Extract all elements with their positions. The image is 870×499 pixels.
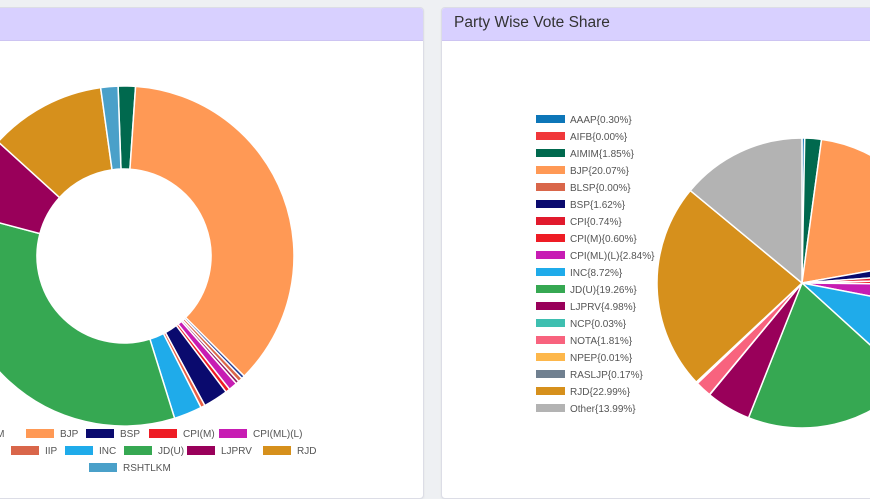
legend-label-inc[interactable]: INC xyxy=(99,446,116,457)
legend-swatch-rasljp[interactable] xyxy=(536,370,565,378)
legend-label-rasljp[interactable]: RASLJP{0.17%} xyxy=(570,370,643,381)
legend-swatch-cpi-ml-l[interactable] xyxy=(536,251,565,259)
doughnut-slice-rshtlkm[interactable] xyxy=(99,85,122,171)
legend-label-aimim[interactable]: AIMIM{1.85%} xyxy=(570,149,635,160)
doughnut-slice-jd-u[interactable] xyxy=(0,212,176,427)
legend-label-cpi-ml-l[interactable]: CPI(ML)(L){2.84%} xyxy=(570,251,655,262)
doughnut-chart: MIM BJP BSP CPI(M) CPI(ML)(L) IIP INC JD(U) LJPR… xyxy=(0,85,316,474)
legend-label-aifb[interactable]: AIFB{0.00%} xyxy=(570,132,628,143)
legend-swatch-ncp[interactable] xyxy=(536,319,565,327)
legend-swatch-rjd[interactable] xyxy=(536,387,565,395)
legend-label-aaap[interactable]: AAAP{0.30%} xyxy=(570,115,632,126)
legend-swatch-inc[interactable] xyxy=(65,446,93,455)
legend-swatch-blsp[interactable] xyxy=(536,183,565,191)
legend-swatch-aifb[interactable] xyxy=(536,132,565,140)
pie-slice-bjp[interactable] xyxy=(801,138,870,284)
legend-label-cpi-ml-l[interactable]: CPI(ML)(L) xyxy=(253,429,302,440)
pie-slice-bsp[interactable] xyxy=(801,258,870,284)
pie-chart: AAAP{0.30%} AIFB{0.00%} AIMIM{1.85%} BJP{20… xyxy=(536,115,870,429)
legend-label-ljprv[interactable]: LJPRV{4.98%} xyxy=(570,302,637,313)
legend-label-inc[interactable]: INC{8.72%} xyxy=(570,268,623,279)
right-chart-card: Party Wise Vote Share AAAP{0.30%} AIFB{0.… xyxy=(441,7,870,499)
pie-slice-rjd[interactable] xyxy=(656,189,804,384)
legend-swatch-jd-u[interactable] xyxy=(536,285,565,293)
legend-swatch-inc[interactable] xyxy=(536,268,565,276)
legend-label-bsp[interactable]: BSP{1.62%} xyxy=(570,200,626,211)
legend-swatch-bjp[interactable] xyxy=(26,429,54,438)
left-chart-card: MIM BJP BSP CPI(M) CPI(ML)(L) IIP INC JD(U) LJPR… xyxy=(0,7,424,499)
legend-swatch-bjp[interactable] xyxy=(536,166,565,174)
legend-label-mim[interactable]: MIM xyxy=(0,429,4,440)
legend-label-iip[interactable]: IIP xyxy=(45,446,58,457)
doughnut-slice-ljprv[interactable] xyxy=(0,142,61,235)
legend-swatch-cpi-m[interactable] xyxy=(536,234,565,242)
legend-label-npep[interactable]: NPEP{0.01%} xyxy=(570,353,633,364)
legend-swatch-other[interactable] xyxy=(536,404,565,412)
legend-label-rjd[interactable]: RJD{22.99%} xyxy=(570,387,631,398)
legend-label-ljprv[interactable]: LJPRV xyxy=(221,446,252,457)
legend-label-other[interactable]: Other{13.99%} xyxy=(570,404,636,415)
legend-swatch-rjd[interactable] xyxy=(263,446,291,455)
legend-label-bsp[interactable]: BSP xyxy=(120,429,140,440)
legend-swatch-npep[interactable] xyxy=(536,353,565,361)
legend-label-jd-u[interactable]: JD(U){19.26%} xyxy=(570,285,637,296)
legend-label-cpi-m[interactable]: CPI(M) xyxy=(183,429,215,440)
legend-swatch-iip[interactable] xyxy=(11,446,39,455)
legend-label-ncp[interactable]: NCP{0.03%} xyxy=(570,319,627,330)
legend-swatch-bsp[interactable] xyxy=(86,429,114,438)
legend-label-cpi[interactable]: CPI{0.74%} xyxy=(570,217,622,228)
legend-label-bjp[interactable]: BJP xyxy=(60,429,79,440)
pie-slice-jd-u[interactable] xyxy=(747,281,870,429)
legend-label-rjd[interactable]: RJD xyxy=(297,446,316,457)
doughnut-slice-bjp[interactable] xyxy=(129,85,295,378)
legend-swatch-cpi-m[interactable] xyxy=(149,429,177,438)
legend-swatch-bsp[interactable] xyxy=(536,200,565,208)
pie-slice-other[interactable] xyxy=(689,137,803,285)
legend-swatch-jd-u[interactable] xyxy=(124,446,152,455)
card-title: Party Wise Vote Share xyxy=(442,8,870,41)
left-card-header xyxy=(0,8,423,41)
legend-swatch-ljprv[interactable] xyxy=(187,446,215,455)
legend-label-bjp[interactable]: BJP{20.07%} xyxy=(570,166,630,177)
legend-swatch-cpi[interactable] xyxy=(536,217,565,225)
legend-swatch-aaap[interactable] xyxy=(536,115,565,123)
legend-swatch-nota[interactable] xyxy=(536,336,565,344)
legend-swatch-rshtlkm[interactable] xyxy=(89,463,117,472)
legend-label-nota[interactable]: NOTA{1.81%} xyxy=(570,336,633,347)
legend-label-rshtlkm[interactable]: RSHTLKM xyxy=(123,463,171,474)
legend-swatch-cpi-ml-l[interactable] xyxy=(219,429,247,438)
legend-label-blsp[interactable]: BLSP{0.00%} xyxy=(570,183,631,194)
legend-swatch-ljprv[interactable] xyxy=(536,302,565,310)
legend-label-jd-u[interactable]: JD(U) xyxy=(158,446,184,457)
legend-swatch-aimim[interactable] xyxy=(536,149,565,157)
legend-label-cpi-m[interactable]: CPI(M){0.60%} xyxy=(570,234,637,245)
